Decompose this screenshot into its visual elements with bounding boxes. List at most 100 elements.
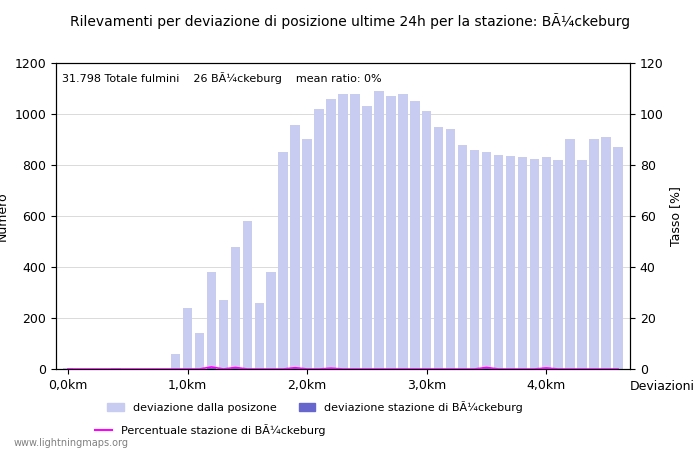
Percentuale stazione di BÃ¼ckeburg <box>363 366 371 372</box>
Bar <box>482 368 491 369</box>
Percentuale stazione di BÃ¼ckeburg <box>76 366 84 372</box>
Percentuale stazione di BÃ¼ckeburg <box>99 366 108 372</box>
Bar <box>554 160 563 369</box>
Percentuale stazione di BÃ¼ckeburg <box>291 365 300 370</box>
Bar <box>326 99 336 369</box>
Percentuale stazione di BÃ¼ckeburg <box>267 366 275 372</box>
Bar <box>206 368 216 369</box>
Percentuale stazione di BÃ¼ckeburg <box>518 366 526 372</box>
Percentuale stazione di BÃ¼ckeburg <box>494 366 503 372</box>
Bar <box>230 247 240 369</box>
Percentuale stazione di BÃ¼ckeburg <box>219 366 228 372</box>
Bar <box>290 126 300 369</box>
Percentuale stazione di BÃ¼ckeburg <box>327 365 335 371</box>
Percentuale stazione di BÃ¼ckeburg <box>183 366 192 372</box>
Bar <box>242 221 252 369</box>
Percentuale stazione di BÃ¼ckeburg <box>566 366 575 372</box>
Bar <box>398 94 407 369</box>
Text: Deviazioni: Deviazioni <box>630 380 695 393</box>
Percentuale stazione di BÃ¼ckeburg <box>410 366 419 372</box>
Percentuale stazione di BÃ¼ckeburg <box>614 366 622 372</box>
Percentuale stazione di BÃ¼ckeburg <box>458 366 467 372</box>
Bar <box>410 101 419 369</box>
Text: 31.798 Totale fulmini    26 BÃ¼ckeburg    mean ratio: 0%: 31.798 Totale fulmini 26 BÃ¼ckeburg mean… <box>62 72 382 84</box>
Bar <box>422 112 431 369</box>
Bar <box>578 160 587 369</box>
Percentuale stazione di BÃ¼ckeburg <box>530 366 538 372</box>
Percentuale stazione di BÃ¼ckeburg <box>351 366 359 372</box>
Bar <box>279 152 288 369</box>
Bar <box>542 368 551 369</box>
Bar <box>505 156 515 369</box>
Line: Percentuale stazione di BÃ¼ckeburg: Percentuale stazione di BÃ¼ckeburg <box>68 367 618 369</box>
Percentuale stazione di BÃ¼ckeburg <box>231 365 239 370</box>
Percentuale stazione di BÃ¼ckeburg <box>148 366 156 372</box>
Bar <box>601 137 611 369</box>
Percentuale stazione di BÃ¼ckeburg <box>303 366 312 372</box>
Bar <box>290 368 300 369</box>
Bar <box>494 155 503 369</box>
Percentuale stazione di BÃ¼ckeburg <box>207 364 216 369</box>
Percentuale stazione di BÃ¼ckeburg <box>279 366 288 372</box>
Percentuale stazione di BÃ¼ckeburg <box>386 366 395 372</box>
Bar <box>314 109 324 369</box>
Bar <box>183 308 193 369</box>
Y-axis label: Tasso [%]: Tasso [%] <box>669 186 682 246</box>
Percentuale stazione di BÃ¼ckeburg <box>136 366 144 372</box>
Bar <box>171 354 181 369</box>
Percentuale stazione di BÃ¼ckeburg <box>243 366 251 372</box>
Percentuale stazione di BÃ¼ckeburg <box>315 366 323 372</box>
Percentuale stazione di BÃ¼ckeburg <box>470 366 479 372</box>
Bar <box>613 147 623 369</box>
Bar <box>218 300 228 369</box>
Bar <box>542 158 551 369</box>
Bar <box>206 272 216 369</box>
Bar <box>326 368 336 369</box>
Percentuale stazione di BÃ¼ckeburg <box>542 365 550 371</box>
Bar <box>267 272 276 369</box>
Percentuale stazione di BÃ¼ckeburg <box>506 366 514 372</box>
Percentuale stazione di BÃ¼ckeburg <box>160 366 168 372</box>
Legend: Percentuale stazione di BÃ¼ckeburg: Percentuale stazione di BÃ¼ckeburg <box>90 419 330 440</box>
Percentuale stazione di BÃ¼ckeburg <box>447 366 455 372</box>
Percentuale stazione di BÃ¼ckeburg <box>398 366 407 372</box>
Bar <box>458 144 468 369</box>
Percentuale stazione di BÃ¼ckeburg <box>64 366 72 372</box>
Bar <box>386 96 396 369</box>
Bar <box>529 158 539 369</box>
Percentuale stazione di BÃ¼ckeburg <box>111 366 120 372</box>
Y-axis label: Numero: Numero <box>0 191 9 241</box>
Legend: deviazione dalla posizone, deviazione stazione di BÃ¼ckeburg: deviazione dalla posizone, deviazione st… <box>103 396 527 418</box>
Bar <box>302 140 312 369</box>
Percentuale stazione di BÃ¼ckeburg <box>423 366 431 372</box>
Bar <box>434 127 444 369</box>
Percentuale stazione di BÃ¼ckeburg <box>339 366 347 372</box>
Percentuale stazione di BÃ¼ckeburg <box>482 365 491 370</box>
Percentuale stazione di BÃ¼ckeburg <box>255 366 263 372</box>
Bar <box>374 91 384 369</box>
Bar <box>446 129 456 369</box>
Percentuale stazione di BÃ¼ckeburg <box>123 366 132 372</box>
Percentuale stazione di BÃ¼ckeburg <box>374 366 383 372</box>
Text: Rilevamenti per deviazione di posizione ultime 24h per la stazione: BÃ¼ckeburg: Rilevamenti per deviazione di posizione … <box>70 14 630 29</box>
Bar <box>350 94 360 369</box>
Percentuale stazione di BÃ¼ckeburg <box>172 366 180 372</box>
Bar <box>566 140 575 369</box>
Percentuale stazione di BÃ¼ckeburg <box>435 366 443 372</box>
Percentuale stazione di BÃ¼ckeburg <box>578 366 587 372</box>
Bar <box>517 158 527 369</box>
Percentuale stazione di BÃ¼ckeburg <box>602 366 610 372</box>
Percentuale stazione di BÃ¼ckeburg <box>554 366 562 372</box>
Bar <box>195 333 204 369</box>
Bar <box>255 303 264 369</box>
Bar <box>338 94 348 369</box>
Text: www.lightningmaps.org: www.lightningmaps.org <box>14 438 129 448</box>
Percentuale stazione di BÃ¼ckeburg <box>195 366 204 372</box>
Bar <box>230 368 240 369</box>
Percentuale stazione di BÃ¼ckeburg <box>590 366 598 372</box>
Percentuale stazione di BÃ¼ckeburg <box>88 366 96 372</box>
Bar <box>589 140 599 369</box>
Bar <box>470 150 480 369</box>
Bar <box>482 152 491 369</box>
Bar <box>362 106 372 369</box>
